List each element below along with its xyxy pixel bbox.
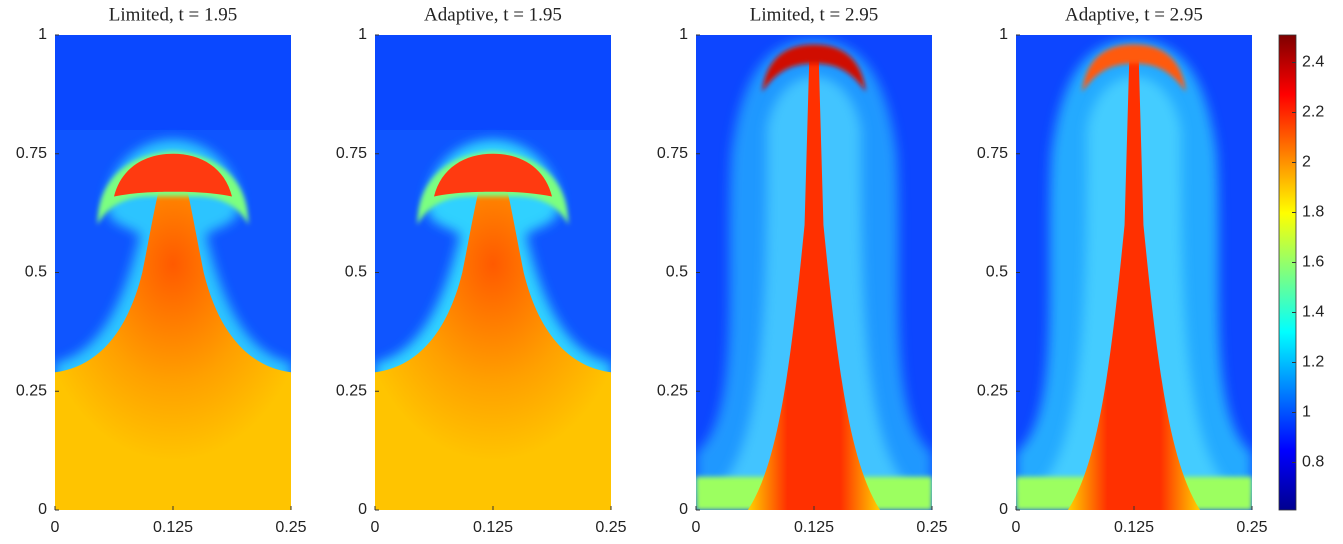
x-tick-label: 0.125 bbox=[794, 519, 834, 536]
colorbar-tick-label: 1.8 bbox=[1302, 204, 1324, 221]
cap bbox=[434, 153, 552, 197]
y-tick-label: 0.25 bbox=[657, 382, 688, 399]
colorbar-tick-label: 2.2 bbox=[1302, 104, 1324, 121]
y-tick-label: 1 bbox=[999, 26, 1008, 43]
cap bbox=[1082, 44, 1186, 92]
y-tick-label: 1 bbox=[358, 26, 367, 43]
field bbox=[55, 35, 291, 510]
y-tick-label: 0.5 bbox=[25, 264, 47, 281]
y-tick-label: 0.5 bbox=[345, 264, 367, 281]
y-tick-label: 0.25 bbox=[977, 382, 1008, 399]
x-tick-label: 0.25 bbox=[1236, 519, 1267, 536]
y-tick-label: 0.75 bbox=[977, 145, 1008, 162]
panel-title: Limited, t = 1.95 bbox=[109, 4, 237, 25]
base-region bbox=[375, 182, 611, 510]
x-tick-label: 0 bbox=[371, 519, 380, 536]
y-tick-label: 0.75 bbox=[336, 145, 367, 162]
y-tick-label: 0.5 bbox=[666, 264, 688, 281]
colorbar-tick-label: 0.8 bbox=[1302, 454, 1324, 471]
x-tick-label: 0 bbox=[51, 519, 60, 536]
y-tick-label: 1 bbox=[38, 26, 47, 43]
x-tick-label: 0.125 bbox=[153, 519, 193, 536]
colorbar-tick-label: 1.6 bbox=[1302, 254, 1324, 271]
x-tick-label: 0.125 bbox=[473, 519, 513, 536]
y-tick-label: 0 bbox=[38, 501, 47, 518]
colorbar-tick-label: 1 bbox=[1302, 404, 1311, 421]
x-tick-label: 0.25 bbox=[916, 519, 947, 536]
field-upper bbox=[375, 35, 611, 130]
y-tick-label: 0.75 bbox=[16, 145, 47, 162]
y-tick-label: 0.25 bbox=[16, 382, 47, 399]
cap bbox=[114, 153, 232, 197]
colorbar bbox=[1278, 34, 1297, 511]
x-tick-label: 0 bbox=[1012, 519, 1021, 536]
x-tick-label: 0 bbox=[692, 519, 701, 536]
field bbox=[375, 35, 611, 510]
field-upper bbox=[55, 35, 291, 130]
field bbox=[1016, 35, 1252, 510]
y-tick-label: 0.5 bbox=[986, 264, 1008, 281]
y-tick-label: 0 bbox=[999, 501, 1008, 518]
field bbox=[696, 35, 932, 510]
stem bbox=[1067, 58, 1201, 510]
x-tick-label: 0.125 bbox=[1114, 519, 1154, 536]
colorbar-tick-label: 2 bbox=[1302, 154, 1311, 171]
base-region bbox=[55, 182, 291, 510]
y-tick-label: 0 bbox=[679, 501, 688, 518]
colorbar-tick-label: 1.4 bbox=[1302, 304, 1324, 321]
x-tick-label: 0.25 bbox=[595, 519, 626, 536]
y-tick-label: 1 bbox=[679, 26, 688, 43]
cap bbox=[762, 44, 866, 92]
y-tick-label: 0.25 bbox=[336, 382, 367, 399]
x-tick-label: 0.25 bbox=[275, 519, 306, 536]
panel-title: Adaptive, t = 1.95 bbox=[424, 4, 562, 25]
y-tick-label: 0.75 bbox=[657, 145, 688, 162]
panel-title: Adaptive, t = 2.95 bbox=[1065, 4, 1203, 25]
colorbar-tick-label: 2.4 bbox=[1302, 54, 1324, 71]
stem bbox=[747, 58, 881, 510]
y-tick-label: 0 bbox=[358, 501, 367, 518]
colorbar-tick-label: 1.2 bbox=[1302, 354, 1324, 371]
panel-title: Limited, t = 2.95 bbox=[750, 4, 878, 25]
